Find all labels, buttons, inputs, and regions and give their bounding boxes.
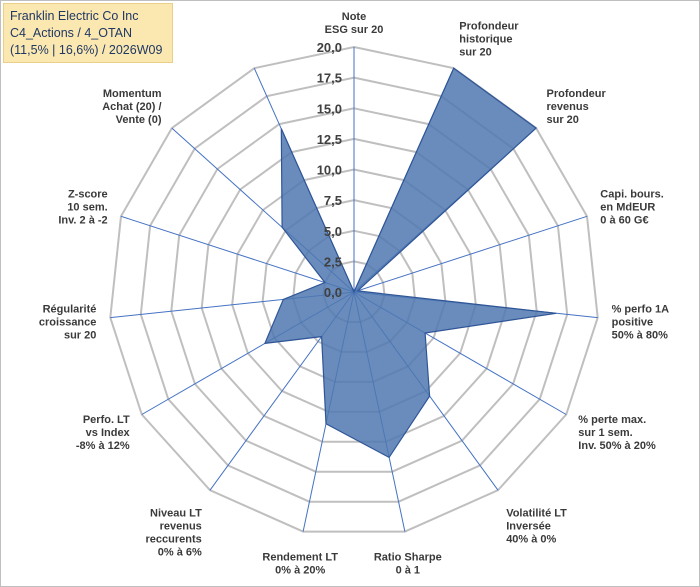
axis-label-11-line-1: croissance xyxy=(39,317,96,329)
axis-label-12-line-2: Inv. 2 à -2 xyxy=(58,214,107,226)
axis-label-1: Profondeur historique sur 20 xyxy=(459,20,519,58)
axis-label-13-line-0: Momentum xyxy=(103,88,162,100)
axis-label-13: Momentum Achat (20) / Vente (0) xyxy=(102,88,162,126)
axis-label-1-line-1: historique xyxy=(459,33,512,45)
tick-label-4: 10,0 xyxy=(317,163,342,178)
axis-label-13-line-2: Vente (0) xyxy=(116,114,162,126)
axis-label-6: Volatilité LT Inversée 40% à 0% xyxy=(506,508,567,546)
tick-label-0: 0,0 xyxy=(324,285,342,300)
axis-label-9: Niveau LT revenus reccurents 0% à 6% xyxy=(146,508,203,559)
axis-label-10-line-2: -8% à 12% xyxy=(76,440,130,452)
tick-label-6: 15,0 xyxy=(317,101,342,116)
axis-label-2-line-2: sur 20 xyxy=(547,114,579,126)
tick-label-3: 7,5 xyxy=(324,193,342,208)
tick-label-2: 5,0 xyxy=(324,224,342,239)
axis-label-5-line-1: sur 1 sem. xyxy=(578,427,632,439)
axis-label-4: % perfo 1A positive 50% à 80% xyxy=(612,304,670,342)
axis-label-4-line-0: % perfo 1A xyxy=(612,304,670,316)
axis-label-2-line-0: Profondeur xyxy=(547,88,607,100)
grid-ring-5 xyxy=(200,137,508,443)
axis-label-0: Note ESG sur 20 xyxy=(325,11,384,36)
axis-label-8: Rendement LT 0% à 20% xyxy=(262,551,338,576)
tick-label-7: 17,5 xyxy=(317,71,342,86)
axis-label-6-line-0: Volatilité LT xyxy=(506,508,567,520)
radar-grid xyxy=(109,45,599,533)
grid-ring-8 xyxy=(109,45,599,533)
axis-label-0-line-0: Note xyxy=(342,11,366,23)
series-area xyxy=(263,67,557,459)
spoke-12 xyxy=(120,215,355,293)
axis-label-8-line-0: Rendement LT xyxy=(262,551,338,563)
axis-label-9-line-0: Niveau LT xyxy=(150,508,202,520)
radar-series xyxy=(263,67,557,459)
axis-label-4-line-1: positive xyxy=(612,317,654,329)
axis-label-6-line-2: 40% à 0% xyxy=(506,534,556,546)
axis-label-7: Ratio Sharpe 0 à 1 xyxy=(374,551,442,576)
axis-label-2-line-1: revenus xyxy=(547,101,589,113)
axis-label-7-line-0: Ratio Sharpe xyxy=(374,551,442,563)
axis-label-11-line-0: Régularité xyxy=(43,304,97,316)
chart-title-box: Franklin Electric Co Inc C4_Actions / 4_… xyxy=(3,3,173,63)
tick-label-8: 20,0 xyxy=(317,40,342,55)
axis-label-3-line-2: 0 à 60 G€ xyxy=(600,214,648,226)
grid-ring-7 xyxy=(139,76,569,503)
tick-label-5: 12,5 xyxy=(317,132,342,147)
axis-label-0-line-1: ESG sur 20 xyxy=(325,24,384,36)
axis-label-1-line-2: sur 20 xyxy=(459,46,491,58)
axis-label-3-line-0: Capi. bours. xyxy=(600,188,664,200)
radial-tick-labels: 0,0 2,5 5,0 7,5 10,0 12,5 15,0 17,5 20,0 xyxy=(317,40,342,300)
axis-label-5-line-0: % perte max. xyxy=(578,414,646,426)
title-company: Franklin Electric Co Inc xyxy=(10,9,139,23)
axis-label-5: % perte max. sur 1 sem. Inv. 50% à 20% xyxy=(578,414,656,452)
axis-label-3: Capi. bours. en MdEUR 0 à 60 G€ xyxy=(600,188,664,226)
grid-ring-6 xyxy=(170,107,538,473)
spoke-3 xyxy=(353,215,588,293)
axis-label-12-line-0: Z-score xyxy=(68,188,108,200)
axis-label-12: Z-score 10 sem. Inv. 2 à -2 xyxy=(58,188,107,226)
title-category: C4_Actions / 4_OTAN xyxy=(10,26,133,40)
axis-label-9-line-2: reccurents xyxy=(146,534,202,546)
title-stats: (11,5% | 16,6%) / 2026W09 xyxy=(10,43,163,57)
axis-label-10-line-1: vs Index xyxy=(86,427,131,439)
axis-label-10: Perfo. LT vs Index -8% à 12% xyxy=(76,414,131,452)
axis-label-5-line-2: Inv. 50% à 20% xyxy=(578,440,656,452)
axis-label-6-line-1: Inversée xyxy=(506,521,551,533)
axis-label-11-line-2: sur 20 xyxy=(64,330,96,342)
axis-label-9-line-1: revenus xyxy=(160,521,202,533)
axis-label-10-line-0: Perfo. LT xyxy=(83,414,130,426)
tick-label-1: 2,5 xyxy=(324,254,342,269)
axis-label-9-line-3: 0% à 6% xyxy=(158,547,202,559)
axis-label-1-line-0: Profondeur xyxy=(459,20,519,32)
axis-label-8-line-1: 0% à 20% xyxy=(275,564,325,576)
axis-label-4-line-2: 50% à 80% xyxy=(612,330,668,342)
axis-label-2: Profondeur revenus sur 20 xyxy=(547,88,607,126)
axis-label-3-line-1: en MdEUR xyxy=(600,201,655,213)
axis-label-11: Régularité croissance sur 20 xyxy=(39,304,96,342)
axis-label-13-line-1: Achat (20) / xyxy=(102,101,161,113)
axis-label-7-line-1: 0 à 1 xyxy=(396,564,420,576)
axis-label-12-line-1: 10 sem. xyxy=(67,201,107,213)
axis-labels: Note ESG sur 20 Profondeur historique sur 20… xyxy=(39,11,669,576)
